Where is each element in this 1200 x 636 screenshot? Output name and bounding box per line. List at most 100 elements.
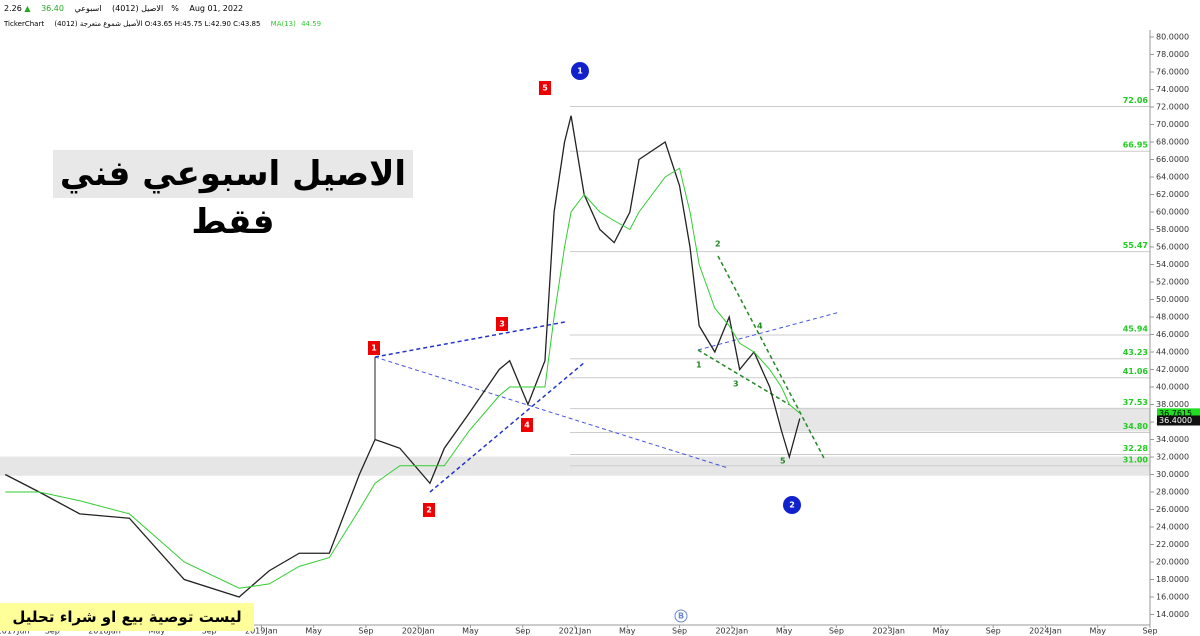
header-line: الاصيل (4012) اسبوعي 36.40 ▲ 2.26% Aug 0…	[4, 4, 251, 13]
red-marker-label: 1	[371, 344, 377, 353]
ma-value: 44.59	[301, 20, 322, 28]
y-tick-label: 14.0000	[1156, 610, 1189, 619]
price-tag	[1157, 408, 1200, 419]
foreground-layer: 14.0000 16.0000 18.0000 20.0000 22.0000 24.00…	[0, 33, 1200, 636]
y-tick-label: 50.0000	[1156, 295, 1189, 304]
y-tick-label: 54.0000	[1156, 260, 1189, 269]
y-tick-label: 80.0000	[1156, 33, 1189, 42]
red-marker-label: 2	[426, 506, 432, 515]
y-tick-label: 26.0000	[1156, 505, 1189, 514]
title-box: الاصيل اسبوعي فني فقط	[53, 150, 413, 242]
x-tick-label: May	[776, 627, 793, 636]
red-marker	[521, 418, 533, 432]
x-tick-label: 2017Jun	[0, 627, 29, 636]
y-tick-label: 18.0000	[1156, 575, 1189, 584]
x-tick-label: 2021Jan	[559, 627, 592, 636]
wedge-line	[717, 255, 826, 461]
level-label: 66.95	[1123, 141, 1149, 150]
x-tick-label: May	[149, 627, 166, 636]
red-marker-label: 3	[499, 320, 505, 329]
blue-marker	[571, 62, 589, 80]
y-tick-label: 66.0000	[1156, 155, 1189, 164]
y-tick-label: 70.0000	[1156, 120, 1189, 129]
y-tick-label: 74.0000	[1156, 85, 1189, 94]
x-tick-label: Sep	[45, 627, 60, 636]
level-label: 45.94	[1123, 325, 1149, 334]
price: 36.40	[41, 4, 64, 13]
level-label: 43.23	[1123, 348, 1148, 357]
y-tick-label: 58.0000	[1156, 225, 1189, 234]
x-tick-label: Sep	[829, 627, 844, 636]
price-tag	[1157, 415, 1200, 426]
change: 2.26%	[4, 4, 179, 13]
x-tick-label: Sep	[672, 627, 687, 636]
level-label: 72.06	[1123, 96, 1149, 105]
y-tick-label: 32.0000	[1156, 453, 1189, 462]
drawings	[374, 255, 841, 493]
x-tick-label: 2018Jan	[88, 627, 121, 636]
price-tag-label: 36.7615	[1159, 409, 1192, 418]
y-tick-label: 72.0000	[1156, 103, 1189, 112]
disclaimer: ليست توصية بيع او شراء تحليل فني فقط	[0, 603, 254, 631]
x-tick-label: 2019Jan	[245, 627, 278, 636]
x-tick-label: Sep	[1142, 627, 1157, 636]
date: Aug 01, 2022	[189, 4, 244, 13]
y-tick-label: 64.0000	[1156, 173, 1189, 182]
y-tick-label: 44.0000	[1156, 348, 1189, 357]
red-marker-label: 4	[524, 421, 530, 430]
x-tick-label: Sep	[515, 627, 530, 636]
red-marker	[423, 503, 435, 517]
y-tick-label: 62.0000	[1156, 190, 1189, 199]
b-marker	[674, 609, 688, 623]
symbol: الاصيل (4012)	[111, 4, 164, 13]
y-tick-label: 76.0000	[1156, 68, 1189, 77]
y-tick-label: 20.0000	[1156, 558, 1189, 567]
wave-label: 3	[733, 380, 739, 389]
y-tick-label: 78.0000	[1156, 50, 1189, 59]
price-tag-label: 36.4000	[1159, 416, 1192, 425]
level-label: 32.28	[1123, 444, 1149, 453]
wave-label: 1	[696, 361, 702, 370]
x-tick-label: 2022Jan	[715, 627, 748, 636]
x-tick-label: 2024Jan	[1029, 627, 1062, 636]
y-tick-label: 30.0000	[1156, 470, 1189, 479]
background-layer	[0, 105, 1150, 476]
ma-line	[5, 167, 801, 589]
blue-marker-label: 1	[577, 67, 583, 76]
trend-line	[374, 356, 729, 469]
level-label: 41.06	[1123, 367, 1149, 376]
y-tick-label: 68.0000	[1156, 138, 1189, 147]
red-marker	[539, 81, 551, 95]
level-label: 34.80	[1123, 422, 1149, 431]
y-tick-label: 34.0000	[1156, 435, 1189, 444]
x-tick-label: May	[933, 627, 950, 636]
y-tick-label: 16.0000	[1156, 593, 1189, 602]
red-marker	[368, 341, 380, 355]
period: اسبوعي	[74, 4, 102, 13]
x-tick-label: Sep	[986, 627, 1001, 636]
x-tick-label: May	[462, 627, 479, 636]
x-tick-label: 2023Jan	[872, 627, 905, 636]
wave-label: 4	[757, 322, 763, 331]
red-marker	[496, 317, 508, 331]
y-tick-label: 28.0000	[1156, 488, 1189, 497]
y-tick-label: 48.0000	[1156, 313, 1189, 322]
level-label: 31.00	[1123, 455, 1149, 464]
arrow: ▲	[24, 4, 31, 13]
x-tick-label: Sep	[202, 627, 217, 636]
y-tick-label: 56.0000	[1156, 243, 1189, 252]
y-tick-label: 40.0000	[1156, 383, 1189, 392]
info-line: TickerChart الأصيل شموع متعرجة (4012) O:…	[4, 20, 329, 28]
wave-label: 5	[780, 457, 786, 466]
price-line	[4, 115, 801, 598]
y-tick-label: 38.0000	[1156, 400, 1189, 409]
blue-marker-label: 2	[789, 501, 795, 510]
x-tick-label: May	[619, 627, 636, 636]
y-tick-label: 46.0000	[1156, 330, 1189, 339]
wave-label: 2	[715, 240, 721, 249]
y-tick-label: 24.0000	[1156, 523, 1189, 532]
y-tick-label: 22.0000	[1156, 540, 1189, 549]
blue-marker	[783, 496, 801, 514]
